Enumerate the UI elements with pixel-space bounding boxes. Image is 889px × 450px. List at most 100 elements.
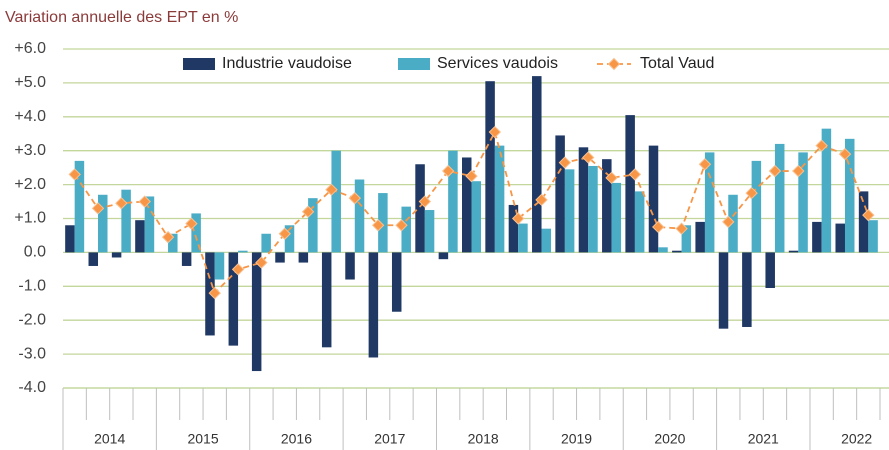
marker [815, 139, 828, 152]
marker [68, 168, 81, 181]
y-tick-label: -4.0 [18, 379, 46, 396]
bar [611, 182, 622, 253]
bar [471, 181, 481, 253]
bar [168, 233, 178, 253]
bar [98, 194, 108, 253]
x-group-label: 2016 [281, 431, 312, 447]
bar [121, 189, 131, 253]
bar [728, 194, 738, 253]
bar [284, 225, 295, 253]
bar [378, 193, 388, 253]
x-group-label: 2014 [94, 431, 125, 447]
marker [722, 215, 735, 229]
bar [742, 252, 752, 327]
marker [745, 186, 758, 200]
marker [185, 217, 198, 230]
bar [368, 252, 379, 358]
bar [844, 138, 855, 253]
y-tick-label: -2.0 [18, 311, 46, 328]
y-tick-label: +1.0 [14, 210, 46, 227]
marker [441, 164, 455, 178]
legend-swatch [183, 58, 215, 70]
bar [812, 221, 822, 253]
x-group-label: 2021 [748, 431, 779, 447]
y-tick-label: -3.0 [18, 345, 46, 362]
bar [238, 250, 248, 253]
bar [275, 252, 285, 263]
marker [255, 256, 268, 269]
x-group-label: 2018 [468, 431, 499, 447]
x-group-label: 2015 [187, 431, 218, 447]
bar [144, 196, 155, 253]
bar [331, 150, 341, 253]
bar [695, 221, 705, 253]
legend-marker [607, 57, 621, 71]
bar [835, 223, 845, 253]
bar [88, 252, 99, 266]
bar [532, 76, 542, 253]
bar [788, 250, 799, 253]
bar [462, 157, 472, 253]
bar [228, 252, 239, 346]
bar [298, 252, 309, 263]
legend-label: Services vaudois [437, 55, 558, 72]
marker [91, 202, 105, 215]
bar [798, 152, 808, 253]
marker [138, 195, 151, 208]
marker [582, 151, 595, 164]
marker [301, 205, 315, 218]
bar [704, 152, 715, 253]
bar [672, 250, 682, 253]
bar [634, 191, 645, 253]
bar [774, 143, 785, 253]
bar [541, 228, 552, 253]
bar [391, 252, 402, 312]
bar [555, 135, 565, 253]
legend-swatch [398, 58, 430, 70]
bar [135, 220, 145, 253]
x-group-label: 2019 [561, 431, 592, 447]
legend-label: Industrie vaudoise [222, 55, 352, 72]
marker [278, 227, 291, 240]
bar [625, 115, 635, 253]
bar [765, 252, 775, 288]
marker [838, 147, 852, 161]
marker [208, 286, 221, 300]
bar [494, 145, 505, 253]
bar [251, 252, 262, 372]
y-tick-label: +6.0 [14, 40, 46, 57]
marker [161, 230, 175, 244]
marker [465, 169, 478, 183]
marker [628, 168, 642, 181]
y-tick-label: -1.0 [18, 278, 46, 295]
marker [652, 220, 665, 234]
bar [401, 206, 411, 253]
bar [602, 159, 612, 253]
bar [751, 160, 762, 253]
marker [675, 222, 688, 235]
bar [181, 252, 192, 266]
bar [821, 128, 832, 253]
y-tick-label: +3.0 [14, 142, 46, 159]
bar [345, 252, 355, 280]
marker [768, 164, 782, 178]
bar [261, 233, 271, 253]
marker [371, 219, 385, 232]
bar [648, 145, 659, 253]
marker [325, 183, 338, 196]
marker [535, 193, 548, 207]
marker [418, 195, 432, 208]
bar [448, 150, 458, 253]
y-tick-label: 0.0 [24, 244, 46, 261]
bar [518, 223, 528, 253]
bar [65, 225, 75, 253]
bar [858, 191, 869, 253]
chart-title: Variation annuelle des EPT en % [5, 9, 238, 26]
bar [438, 252, 449, 260]
bar [111, 252, 122, 258]
marker [605, 171, 618, 185]
y-tick-label: +2.0 [14, 176, 46, 193]
bar [415, 164, 425, 253]
bar [588, 165, 598, 253]
